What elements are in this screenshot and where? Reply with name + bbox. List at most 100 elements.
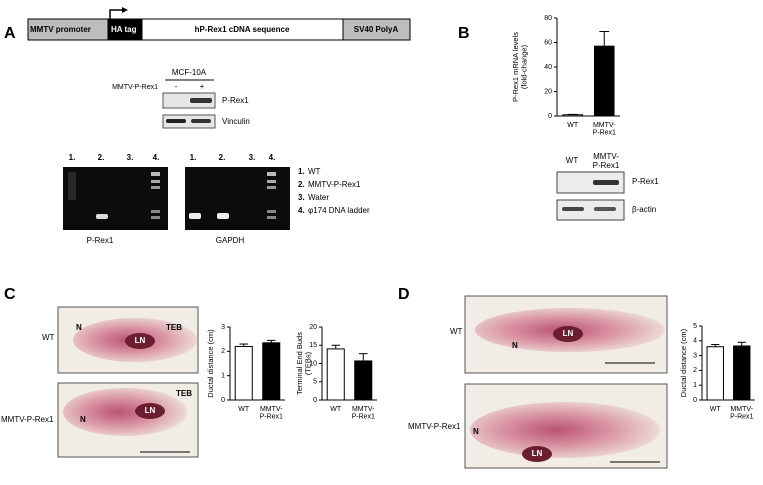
- gels: 1. 2. 3. 4. P-Rex1 1. 2. 3. 4. GAPDH 1. …: [63, 153, 370, 245]
- ladder: [267, 210, 276, 213]
- segment-label: HA tag: [111, 25, 137, 34]
- bar: [706, 346, 724, 401]
- y-tick-label: 10: [309, 360, 317, 367]
- lymph-node: [522, 446, 552, 462]
- y-tick-label: 0: [548, 113, 552, 120]
- blot: [556, 199, 625, 221]
- ladder: [267, 216, 276, 219]
- x-tick-label: WT: [330, 406, 342, 413]
- y-tick-label: 40: [544, 64, 552, 71]
- wm-mark: N: [512, 341, 518, 350]
- x-tick-label: WT: [710, 406, 722, 413]
- row-label: MMTV-P-Rex1: [408, 422, 461, 431]
- band: [189, 213, 201, 219]
- gel: [63, 167, 168, 230]
- bar: [733, 345, 751, 401]
- western-a: MCF-10A MMTV-P-Rex1 - + P-Rex1 Vinculin: [112, 68, 250, 129]
- text-line: P-Rex1: [730, 414, 753, 421]
- lane-label: 4.: [269, 153, 276, 162]
- wm-mark: N: [473, 427, 479, 436]
- wm-mark: N: [76, 323, 82, 332]
- lane-label: MMTV-P-Rex1: [593, 152, 620, 170]
- ladder: [151, 172, 160, 176]
- text-line: P-Rex1: [593, 130, 616, 137]
- band: [190, 98, 212, 103]
- text-line: P-Rex1: [593, 161, 620, 170]
- y-tick-label: 4: [693, 338, 697, 345]
- ladder: [267, 186, 276, 189]
- y-tick-label: 2: [221, 348, 225, 355]
- cell-line: MCF-10A: [172, 68, 207, 77]
- band-label: P-Rex1: [632, 177, 659, 186]
- wm-mark: LN: [563, 329, 574, 338]
- bar-chart: 0 1 2 3 Ductal distance (cm) WT MMTV-P-Rex1: [206, 324, 285, 421]
- bar-chart: 0 1 2 3 4 5 Ductal distance (cm) WT MMTV-P-Rex1: [679, 323, 755, 421]
- row-label: MMTV-P-Rex1: [112, 84, 158, 91]
- promoter-arrow: [109, 9, 124, 19]
- gel: [185, 167, 290, 230]
- wm-mark: N: [80, 415, 86, 424]
- row-label: WT: [42, 333, 55, 342]
- legend-num: 2.: [298, 180, 305, 189]
- construct: MMTV promoter HA tag hP-Rex1 cDNA sequen…: [27, 7, 411, 41]
- segment: [342, 18, 411, 41]
- lane-label: +: [200, 82, 205, 91]
- legend-num: 4.: [298, 206, 305, 215]
- smear: [68, 172, 76, 200]
- blot: [162, 92, 216, 109]
- lymph-node: [135, 403, 165, 419]
- text-line: P-Rex1: [260, 414, 283, 421]
- ladder: [267, 172, 276, 176]
- lane-label: -: [175, 82, 178, 91]
- panel-letter: B: [458, 25, 470, 42]
- bar: [326, 348, 345, 401]
- wm-mark: LN: [145, 406, 156, 415]
- legend-text: WT: [308, 167, 321, 176]
- wm-mark: LN: [532, 449, 543, 458]
- wm-mark: TEB: [176, 389, 192, 398]
- segment-label: SV40 PolyA: [354, 25, 399, 34]
- legend-text: Water: [308, 193, 329, 202]
- text-line: MMTV-: [260, 406, 283, 413]
- tissue: [470, 402, 660, 458]
- band: [593, 180, 619, 185]
- lane-label: 1.: [69, 153, 76, 162]
- blot: [162, 114, 216, 129]
- y-axis-label: Ductal distance (cm): [206, 329, 215, 398]
- text-line: Terminal End Buds: [295, 332, 304, 395]
- y-tick-label: 2: [693, 367, 697, 374]
- y-tick-label: 5: [313, 379, 317, 386]
- bar: [354, 360, 373, 401]
- band: [166, 119, 186, 123]
- y-tick-label: 20: [544, 88, 552, 95]
- lane-label: 4.: [153, 153, 160, 162]
- band-label: P-Rex1: [222, 96, 249, 105]
- x-tick-label: MMTV-P-Rex1: [593, 122, 617, 137]
- text-line: MMTV-: [352, 406, 375, 413]
- text-line: (TEBs): [303, 351, 312, 375]
- band: [191, 119, 211, 123]
- bar: [234, 345, 253, 401]
- x-tick-label: MMTV-P-Rex1: [352, 406, 376, 421]
- ladder: [151, 210, 160, 213]
- ladder: [151, 186, 160, 189]
- text-line: P-Rex1 mRNA levels: [511, 32, 520, 102]
- band: [96, 214, 108, 219]
- y-tick-label: 5: [693, 323, 697, 330]
- bar: [593, 45, 615, 117]
- gel-label: GAPDH: [216, 236, 245, 245]
- panel-letter: C: [4, 286, 16, 303]
- y-tick-label: 3: [693, 352, 697, 359]
- band: [562, 207, 584, 211]
- western-b: WT MMTV-P-Rex1 P-Rex1 β-actin: [556, 152, 659, 221]
- lane-label: 3.: [249, 153, 256, 162]
- lane-label: 2.: [98, 153, 105, 162]
- y-tick-label: 1: [221, 373, 225, 380]
- y-tick-label: 0: [313, 397, 317, 404]
- bar: [562, 114, 584, 117]
- text-line: MMTV-: [730, 406, 753, 413]
- y-axis-label: P-Rex1 mRNA levels(fold-change): [511, 32, 528, 102]
- wm-mark: LN: [135, 336, 146, 345]
- lane-label: 2.: [219, 153, 226, 162]
